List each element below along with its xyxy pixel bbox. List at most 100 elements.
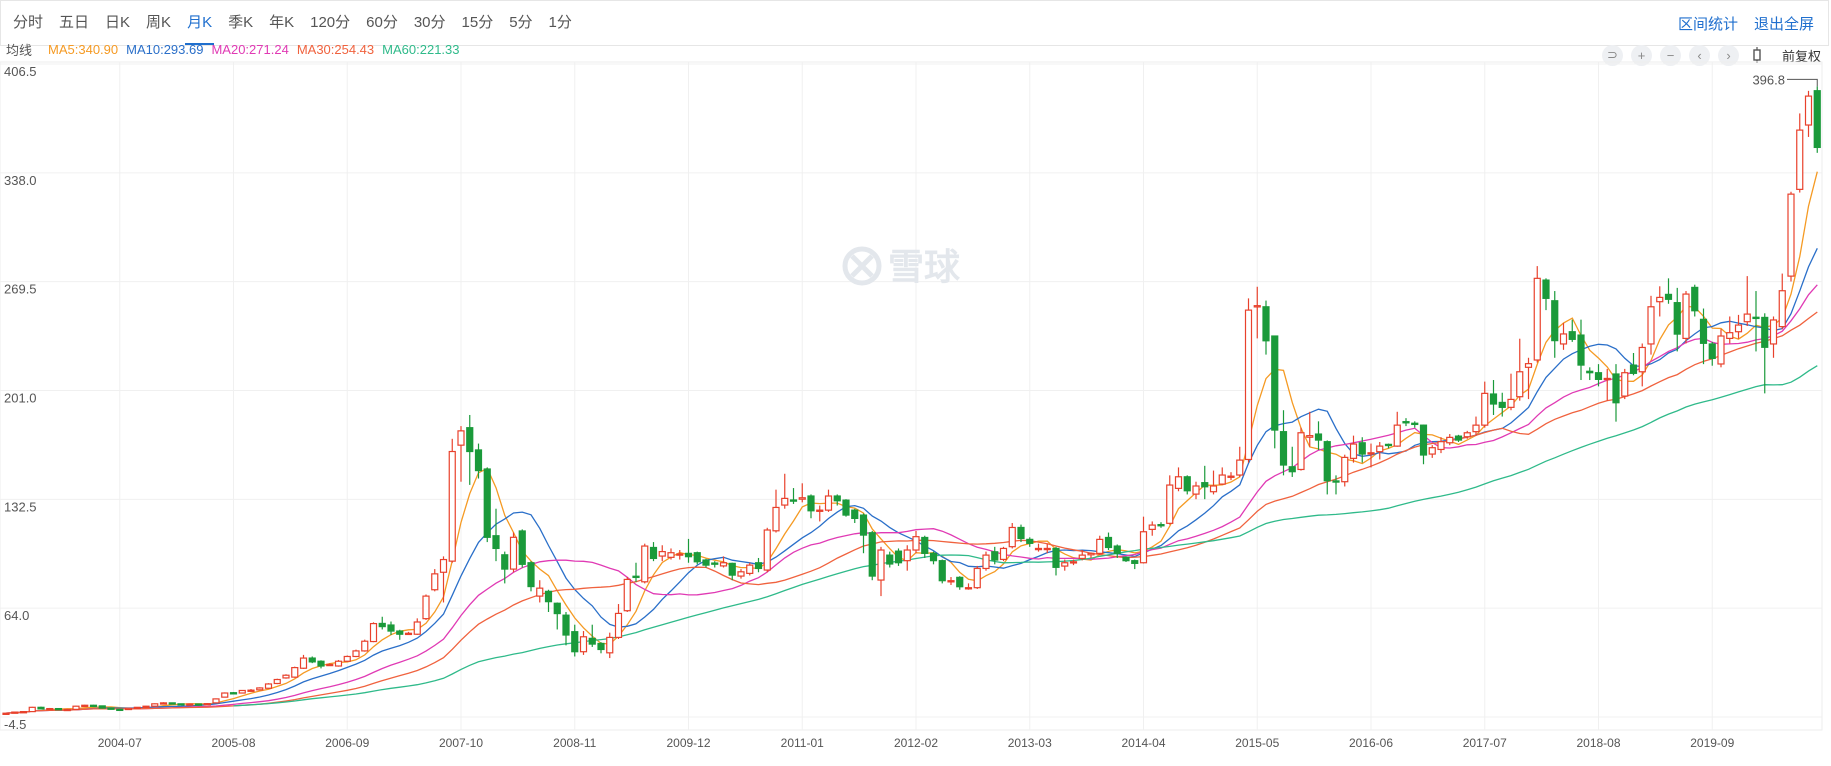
tab-0[interactable]: 分时 <box>13 14 44 31</box>
candle[interactable] <box>562 611 570 646</box>
candle[interactable] <box>1682 291 1690 344</box>
candle[interactable] <box>868 530 876 581</box>
candle[interactable] <box>649 542 658 562</box>
candle[interactable] <box>1288 446 1296 477</box>
candle[interactable] <box>973 565 981 589</box>
tab-2[interactable]: 日K <box>105 14 131 31</box>
candle[interactable] <box>842 499 850 517</box>
candle[interactable] <box>658 545 666 562</box>
candle[interactable] <box>37 706 45 710</box>
candle[interactable] <box>247 689 255 692</box>
candle[interactable] <box>571 624 579 657</box>
candle[interactable] <box>684 538 693 563</box>
candle[interactable] <box>1218 467 1226 485</box>
candle[interactable] <box>754 557 763 573</box>
candle[interactable] <box>361 639 369 652</box>
candle[interactable] <box>133 706 141 710</box>
candle[interactable] <box>1332 475 1340 495</box>
candle[interactable] <box>1796 113 1804 193</box>
candle[interactable] <box>912 530 920 554</box>
candle[interactable] <box>1743 276 1751 327</box>
candle[interactable] <box>1157 522 1165 528</box>
candle[interactable] <box>334 659 343 667</box>
candle[interactable] <box>1166 475 1174 525</box>
candle[interactable] <box>439 556 448 603</box>
candle[interactable] <box>238 689 246 694</box>
tab-5[interactable]: 季K <box>228 14 254 31</box>
candle[interactable] <box>1253 286 1261 339</box>
candle[interactable] <box>1341 454 1349 487</box>
candle[interactable] <box>1174 467 1183 492</box>
candle[interactable] <box>1419 424 1428 465</box>
candle[interactable] <box>282 674 290 679</box>
candle[interactable] <box>369 622 378 643</box>
candle[interactable] <box>921 535 929 558</box>
candle[interactable] <box>859 513 868 554</box>
candle[interactable] <box>816 505 824 522</box>
candle[interactable] <box>597 642 605 654</box>
candle[interactable] <box>378 616 386 630</box>
candle[interactable] <box>63 708 71 712</box>
candle[interactable] <box>789 488 798 504</box>
candle[interactable] <box>938 559 946 584</box>
candle[interactable] <box>159 702 168 705</box>
candle[interactable] <box>1008 523 1016 549</box>
zoom-in-icon[interactable]: + <box>1630 44 1652 66</box>
candle[interactable] <box>1393 411 1401 447</box>
candle[interactable] <box>903 545 911 571</box>
candle[interactable] <box>1463 430 1471 439</box>
candle[interactable] <box>1367 443 1375 468</box>
candle[interactable] <box>1297 427 1305 471</box>
candle[interactable] <box>886 551 894 568</box>
candle[interactable] <box>544 589 553 612</box>
candle[interactable] <box>501 551 509 584</box>
candle[interactable] <box>1349 435 1358 463</box>
candle[interactable] <box>676 550 684 560</box>
candle[interactable] <box>326 663 334 667</box>
tab-6[interactable]: 年K <box>269 14 295 31</box>
candle[interactable] <box>107 707 115 710</box>
candle[interactable] <box>256 687 264 691</box>
candle[interactable] <box>142 705 150 709</box>
candle[interactable] <box>702 558 710 568</box>
candle[interactable] <box>229 692 238 695</box>
candle[interactable] <box>1209 470 1218 495</box>
candle[interactable] <box>98 705 106 709</box>
tab-3[interactable]: 周K <box>146 14 172 31</box>
candle[interactable] <box>1017 524 1025 543</box>
tab-1[interactable]: 五日 <box>59 14 90 31</box>
candle[interactable] <box>1131 559 1139 570</box>
candle[interactable] <box>492 508 500 562</box>
candle[interactable] <box>1052 546 1060 576</box>
candle[interactable] <box>168 702 176 705</box>
candle[interactable] <box>1656 286 1664 317</box>
candle[interactable] <box>1323 440 1331 495</box>
candle[interactable] <box>299 654 308 669</box>
candle[interactable] <box>308 656 316 664</box>
candle[interactable] <box>1306 411 1314 447</box>
candle[interactable] <box>851 508 859 524</box>
candle[interactable] <box>614 604 623 639</box>
candle[interactable] <box>763 527 771 573</box>
candle[interactable] <box>1673 287 1681 352</box>
candle[interactable] <box>1454 434 1463 442</box>
candle[interactable] <box>1069 559 1078 566</box>
candle[interactable] <box>448 438 456 563</box>
candle[interactable] <box>1113 544 1121 558</box>
candle[interactable] <box>124 707 133 711</box>
range-stats-link[interactable]: 区间统计 <box>1677 15 1738 33</box>
candle[interactable] <box>203 703 211 706</box>
candle[interactable] <box>632 562 640 582</box>
candle[interactable] <box>746 562 754 576</box>
tab-4[interactable]: 月K <box>185 1 215 45</box>
candle[interactable] <box>2 712 10 715</box>
candle[interactable] <box>956 576 964 590</box>
candle[interactable] <box>877 546 885 597</box>
candle[interactable] <box>1647 295 1655 355</box>
candle[interactable] <box>1726 316 1734 344</box>
candle[interactable] <box>1481 381 1489 428</box>
candle[interactable] <box>1507 373 1515 411</box>
candle[interactable] <box>1586 367 1594 381</box>
candle[interactable] <box>1708 341 1716 366</box>
candle[interactable] <box>413 618 421 635</box>
